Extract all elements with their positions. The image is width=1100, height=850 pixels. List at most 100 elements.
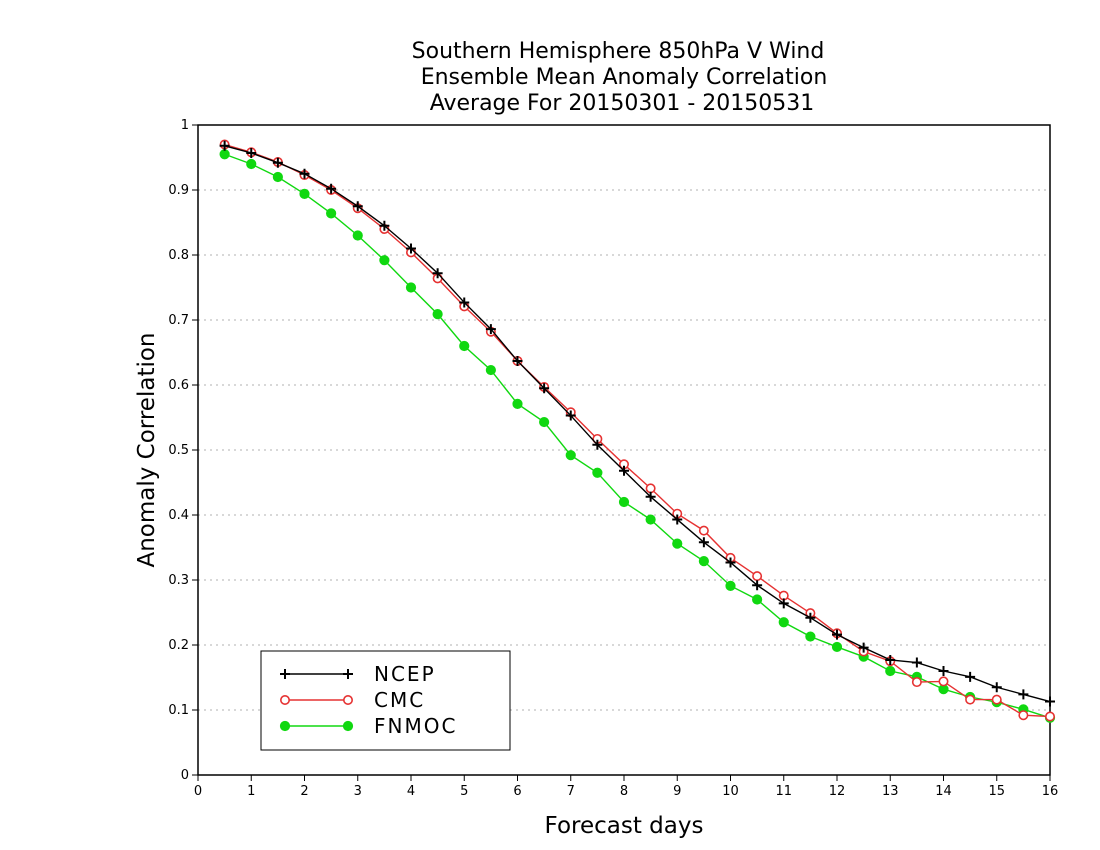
data-point-fnmoc — [805, 631, 816, 642]
data-point-fnmoc — [645, 514, 656, 525]
data-point-fnmoc — [698, 556, 709, 567]
data-point-fnmoc — [592, 467, 603, 478]
x-tick-label: 11 — [775, 784, 792, 799]
data-point-ncep — [805, 612, 816, 623]
data-point-ncep — [272, 157, 283, 168]
data-point-ncep — [299, 168, 310, 179]
data-point-ncep — [1018, 689, 1029, 700]
legend-marker-ncep — [280, 669, 290, 679]
x-tick-label: 10 — [722, 784, 739, 799]
data-point-ncep — [938, 666, 949, 676]
data-point-ncep — [1045, 696, 1055, 707]
data-point-ncep — [512, 355, 523, 366]
data-point-ncep — [991, 682, 1002, 693]
title-line-3: Average For 20150301 - 20150531 — [430, 91, 815, 116]
x-tick-label: 4 — [407, 784, 415, 799]
y-axis-label: Anomaly Correlation — [134, 332, 160, 567]
data-point-ncep — [379, 220, 390, 231]
data-point-ncep — [965, 671, 976, 682]
y-tick-label: 0.9 — [168, 183, 189, 198]
legend-marker-cmc — [342, 694, 353, 705]
x-tick-label: 6 — [513, 784, 521, 799]
data-point-fnmoc — [352, 230, 363, 241]
data-point-fnmoc — [885, 665, 896, 677]
data-point-fnmoc — [831, 641, 843, 653]
x-tick-label: 3 — [354, 784, 362, 799]
title-line-1: Southern Hemisphere 850hPa V Wind — [412, 39, 825, 64]
data-point-fnmoc — [405, 282, 417, 293]
y-tick-label: 0.5 — [168, 443, 189, 458]
x-tick-label: 9 — [673, 784, 681, 799]
data-point-fnmoc — [672, 538, 683, 549]
legend-marker-fnmoc — [279, 720, 291, 732]
y-tick-label: 0.1 — [168, 703, 189, 718]
y-tick-label: 0.4 — [168, 508, 189, 523]
data-point-cmc — [991, 694, 1002, 705]
legend-label-fnmoc: FNMOC — [374, 714, 457, 738]
data-point-ncep — [219, 140, 230, 151]
data-point-ncep — [539, 383, 550, 394]
series-ncep — [219, 140, 1055, 707]
data-point-fnmoc — [299, 188, 310, 199]
data-point-ncep — [698, 537, 709, 548]
data-point-fnmoc — [326, 208, 337, 219]
series-line-fnmoc — [224, 153, 1051, 719]
data-point-fnmoc — [459, 340, 470, 352]
data-point-ncep — [619, 465, 629, 476]
data-point-ncep — [326, 183, 337, 194]
x-tick-label: 0 — [194, 784, 202, 799]
x-tick-label: 1 — [247, 784, 255, 799]
data-point-fnmoc — [379, 255, 390, 266]
legend-marker-cmc — [279, 694, 290, 705]
data-point-cmc — [752, 571, 763, 582]
axis-ticks: 00.10.20.30.40.50.60.70.80.910 1 2 3 4 5 6 7 8 9 1… — [168, 118, 1058, 799]
y-tick-label: 0.8 — [168, 248, 189, 263]
series-line-cmc — [224, 143, 1051, 718]
series-fnmoc — [219, 149, 1056, 723]
data-point-cmc — [1045, 711, 1056, 722]
data-point-fnmoc — [725, 580, 736, 591]
data-point-fnmoc — [485, 364, 496, 376]
data-point-ncep — [885, 654, 896, 665]
x-tick-label: 8 — [620, 784, 628, 799]
x-tick-label: 7 — [567, 784, 575, 799]
data-point-ncep — [672, 514, 683, 525]
legend-entry-fnmoc: FNMOC — [279, 714, 457, 738]
data-point-ncep — [645, 491, 656, 502]
data-point-cmc — [645, 483, 656, 494]
y-tick-label: 0.2 — [168, 638, 189, 653]
data-point-cmc — [938, 676, 949, 687]
x-tick-label: 12 — [829, 784, 846, 799]
x-tick-label: 14 — [935, 784, 952, 799]
data-point-ncep — [432, 268, 443, 279]
series-line-ncep — [224, 145, 1051, 703]
x-tick-label: 13 — [882, 784, 899, 799]
series-cmc — [219, 139, 1056, 722]
data-point-cmc — [965, 694, 976, 705]
y-tick-label: 1 — [181, 118, 189, 133]
y-tick-label: 0 — [181, 768, 189, 783]
data-point-fnmoc — [752, 594, 763, 605]
data-point-cmc — [911, 677, 922, 688]
data-point-ncep — [406, 243, 416, 254]
data-point-cmc — [698, 525, 709, 536]
y-tick-label: 0.3 — [168, 573, 189, 588]
grid-lines — [198, 189, 1050, 711]
y-tick-label: 0.6 — [168, 378, 189, 393]
x-tick-label: 15 — [988, 784, 1005, 799]
data-point-ncep — [778, 598, 789, 609]
data-point-ncep — [725, 557, 736, 568]
data-point-cmc — [1018, 710, 1029, 721]
x-tick-label: 16 — [1042, 784, 1059, 799]
data-point-fnmoc — [272, 171, 283, 183]
data-point-ncep — [565, 410, 576, 421]
data-series — [219, 139, 1056, 723]
data-point-fnmoc — [219, 149, 230, 160]
data-point-fnmoc — [512, 398, 523, 409]
data-point-fnmoc — [539, 416, 550, 428]
legend-label-cmc: CMC — [374, 688, 425, 712]
legend-label-ncep: NCEP — [374, 662, 436, 686]
legend-marker-fnmoc — [342, 720, 354, 732]
